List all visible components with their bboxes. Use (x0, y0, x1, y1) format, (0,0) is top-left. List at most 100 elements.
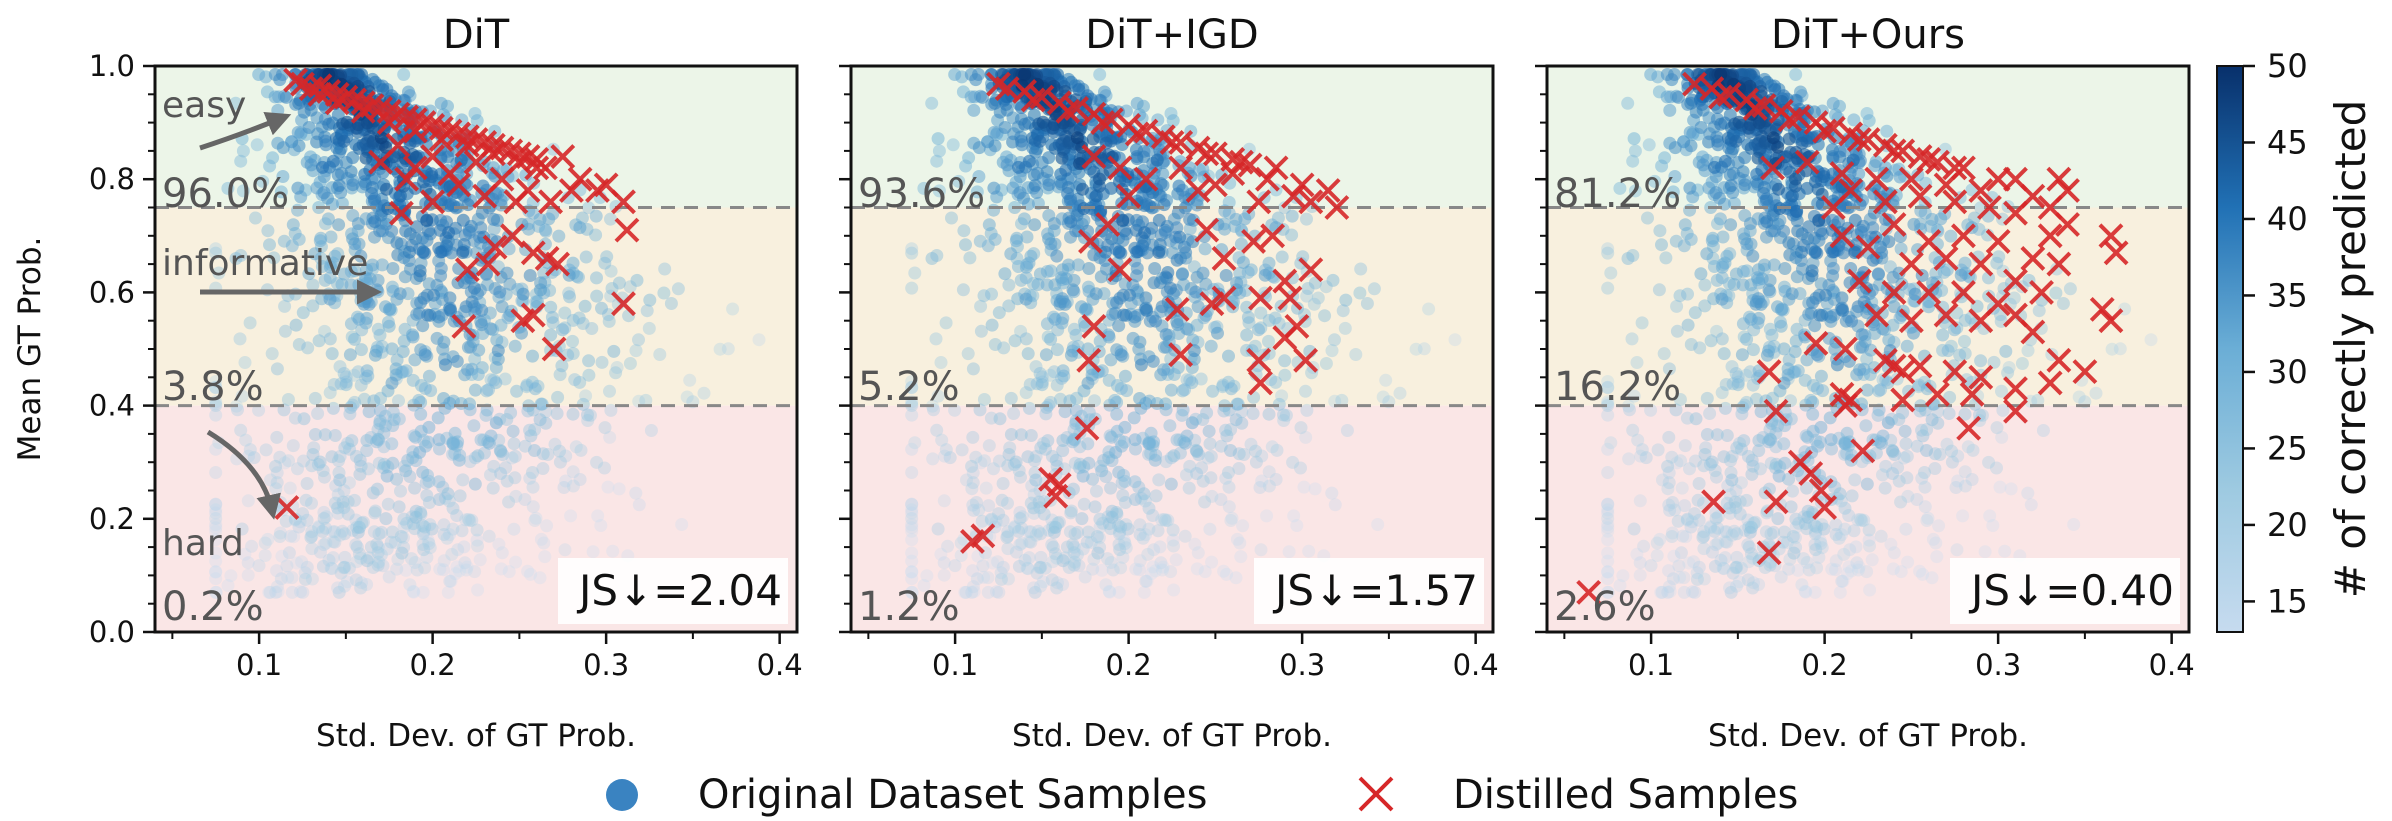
original-sample-point (1196, 266, 1210, 280)
original-sample-point (2004, 482, 2018, 496)
original-sample-point (345, 434, 359, 448)
original-sample-point (396, 345, 410, 359)
original-sample-point (1224, 423, 1238, 437)
original-sample-point (422, 420, 436, 434)
original-sample-point (1764, 456, 1778, 470)
original-sample-point (325, 450, 339, 464)
original-sample-point (312, 334, 326, 348)
original-sample-point (1105, 430, 1119, 444)
original-sample-point (1798, 373, 1812, 387)
original-sample-point (1070, 391, 1083, 405)
x-tick-label: 0.2 (1106, 648, 1152, 682)
original-sample-point (1163, 419, 1177, 433)
original-sample-point (273, 450, 287, 464)
original-sample-point (375, 258, 389, 272)
original-sample-point (1188, 433, 1202, 447)
original-sample-point (1137, 585, 1151, 599)
original-sample-point (423, 518, 437, 532)
original-sample-point (339, 378, 353, 392)
original-sample-point (282, 454, 295, 468)
original-sample-point (500, 474, 514, 488)
original-sample-point (322, 553, 336, 567)
distilled-sample-marker (454, 132, 480, 158)
original-sample-point (1680, 513, 1694, 527)
original-sample-point (1728, 495, 1742, 509)
original-sample-point (1298, 314, 1312, 328)
distilled-sample-marker (1942, 189, 1968, 215)
original-sample-point (1061, 181, 1075, 194)
original-sample-point (1086, 562, 1100, 576)
original-sample-point (1836, 303, 1850, 317)
original-sample-point (1233, 536, 1247, 550)
original-sample-point (1115, 439, 1129, 453)
original-sample-point (332, 218, 346, 232)
original-sample-point (1235, 405, 1249, 419)
y-tick-label: 0.4 (89, 389, 135, 423)
original-sample-point (1601, 533, 1615, 547)
original-sample-point (508, 339, 522, 353)
original-sample-point (1262, 479, 1276, 493)
original-sample-point (1007, 407, 1021, 420)
original-sample-point (1887, 546, 1901, 560)
original-sample-point (1644, 68, 1658, 81)
original-sample-point (299, 493, 313, 507)
original-sample-point (209, 554, 223, 568)
original-sample-point (379, 300, 392, 314)
original-samples (1601, 68, 2158, 599)
original-sample-point (1823, 411, 1837, 425)
original-sample-point (1696, 530, 1710, 544)
original-sample-point (1067, 546, 1081, 560)
original-sample-point (494, 467, 508, 480)
original-sample-point (305, 459, 319, 473)
original-sample-point (1900, 339, 1914, 353)
original-sample-point (518, 493, 532, 506)
original-sample-point (338, 579, 351, 593)
original-sample-point (544, 328, 558, 342)
original-sample-point (1642, 138, 1656, 152)
original-sample-point (371, 558, 385, 572)
original-sample-point (1110, 424, 1124, 438)
original-sample-point (1829, 554, 1843, 568)
original-sample-point (1621, 252, 1635, 265)
original-sample-point (1105, 510, 1119, 524)
original-sample-point (535, 397, 549, 411)
original-sample-point (1840, 426, 1854, 440)
original-sample-point (416, 519, 430, 533)
original-sample-point (380, 182, 393, 196)
original-sample-point (612, 482, 626, 496)
original-sample-point (1604, 436, 1618, 450)
original-sample-point (996, 513, 1010, 527)
original-sample-point (1658, 151, 1672, 165)
original-sample-point (423, 308, 437, 322)
original-sample-point (2063, 282, 2077, 296)
original-sample-point (1056, 364, 1070, 378)
original-sample-point (1039, 348, 1053, 362)
original-sample-point (1192, 448, 1206, 462)
distilled-sample-marker (376, 110, 402, 136)
original-sample-point (1876, 429, 1890, 443)
original-sample-point (1056, 444, 1070, 458)
original-sample-point (1034, 579, 1047, 593)
distilled-sample-marker (1095, 212, 1121, 237)
original-sample-point (1076, 469, 1090, 483)
original-sample-point (2007, 291, 2021, 305)
original-sample-point (1601, 512, 1615, 525)
original-sample-point (966, 476, 980, 490)
original-sample-point (1742, 540, 1756, 554)
original-sample-point (443, 291, 457, 305)
distilled-sample-marker (520, 302, 546, 328)
original-sample-point (1667, 549, 1681, 563)
original-sample-point (1668, 503, 1682, 517)
original-sample-point (403, 470, 417, 483)
original-sample-point (640, 304, 654, 318)
original-sample-point (1120, 384, 1134, 398)
original-sample-point (221, 579, 235, 592)
original-sample-point (1081, 437, 1095, 451)
original-sample-point (1777, 224, 1791, 238)
original-sample-point (1601, 554, 1615, 568)
original-sample-point (1190, 318, 1204, 332)
original-sample-point (1862, 533, 1876, 547)
original-sample-point (1254, 543, 1268, 557)
original-sample-point (1301, 282, 1315, 295)
original-sample-point (368, 348, 382, 362)
